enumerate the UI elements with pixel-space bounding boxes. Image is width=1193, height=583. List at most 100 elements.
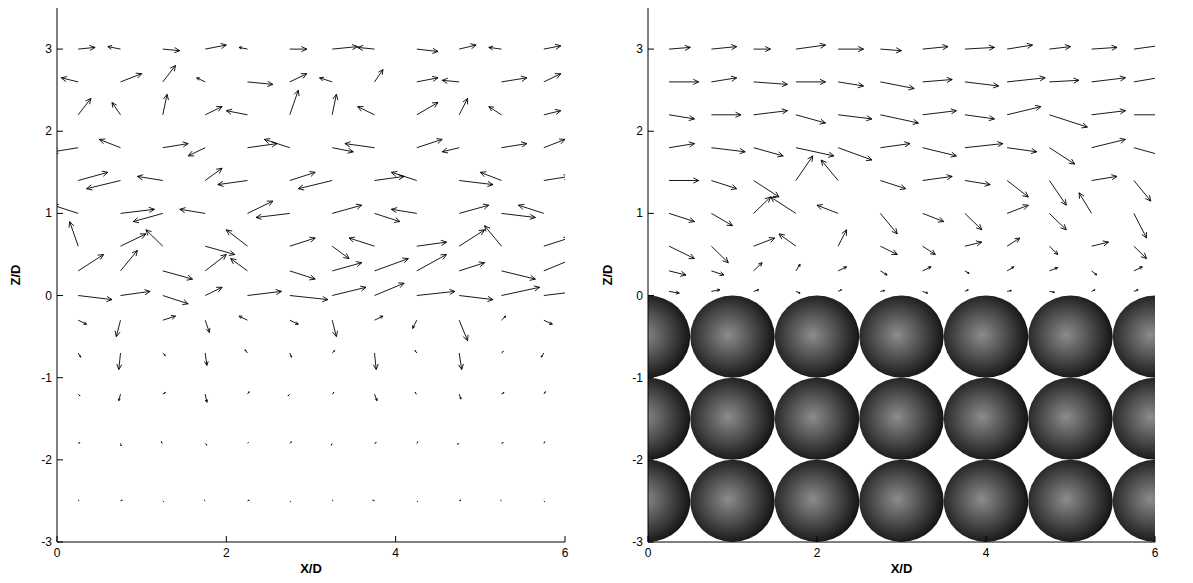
- y-tick-label: -2: [41, 453, 52, 467]
- x-tick: [226, 536, 227, 542]
- vector-arrow: [289, 500, 291, 502]
- vector-arrow: [121, 73, 142, 82]
- vector-arrow: [796, 43, 826, 49]
- y-tick-label: -1: [632, 371, 643, 385]
- vector-arrow: [458, 443, 460, 445]
- vector-arrow: [391, 208, 416, 214]
- y-tick-label: 1: [45, 206, 52, 220]
- y-tick: [648, 295, 654, 296]
- vector-arrow: [248, 81, 273, 86]
- vector-arrow: [133, 213, 163, 222]
- vector-arrow: [163, 94, 169, 115]
- vector-arrow: [838, 290, 841, 292]
- vector-arrow: [1134, 74, 1155, 82]
- vector-arrow: [375, 394, 378, 401]
- vector-arrow: [137, 175, 162, 181]
- vector-arrow: [1134, 112, 1155, 117]
- vector-arrow: [459, 204, 489, 213]
- vector-arrow: [669, 271, 686, 276]
- vector-arrow: [711, 76, 736, 82]
- vector-arrow: [417, 240, 447, 246]
- vector-arrow: [1049, 267, 1057, 271]
- sphere: [775, 296, 860, 378]
- vector-arrow: [459, 98, 467, 114]
- vector-arrow: [332, 204, 362, 213]
- vector-arrow: [358, 45, 375, 50]
- vector-arrow: [544, 258, 565, 271]
- vector-arrow: [290, 47, 307, 52]
- vector-arrow: [1049, 181, 1066, 206]
- vector-arrow: [290, 74, 307, 82]
- x-tick-label: 2: [223, 546, 230, 560]
- vector-arrow: [838, 230, 847, 246]
- vector-arrow: [442, 148, 459, 153]
- vector-arrow: [78, 442, 80, 444]
- vector-arrow: [965, 115, 995, 121]
- vector-arrow: [1049, 291, 1054, 293]
- vector-arrow: [485, 226, 502, 247]
- vector-arrow: [754, 263, 763, 271]
- vector-arrow: [1049, 78, 1079, 83]
- vector-arrow: [711, 45, 736, 50]
- y-tick: [648, 49, 654, 50]
- x-tick: [817, 536, 818, 542]
- y-tick-label: -1: [41, 371, 52, 385]
- y-tick: [57, 49, 63, 50]
- vector-arrow: [248, 142, 278, 148]
- vector-arrow: [163, 48, 180, 53]
- vector-arrow: [413, 320, 417, 328]
- vector-arrow: [544, 44, 561, 49]
- y-tick-label: 3: [45, 42, 52, 56]
- y-tick: [57, 459, 63, 460]
- vector-arrow: [459, 320, 468, 341]
- figure: 0246-3-2-10123X/DZ/D0246-3-2-10123X/DZ/D: [0, 0, 1193, 583]
- sphere: [1028, 460, 1113, 542]
- vector-arrow: [417, 103, 438, 115]
- vector-arrow: [1092, 138, 1126, 148]
- y-tick-label: 1: [636, 206, 643, 220]
- vector-arrow: [188, 148, 205, 156]
- y-tick: [57, 542, 63, 543]
- vector-arrow: [197, 78, 206, 82]
- vector-arrow: [121, 250, 138, 271]
- y-tick: [648, 377, 654, 378]
- vector-arrow: [1134, 246, 1147, 258]
- vector-arrow: [1007, 43, 1032, 49]
- vector-arrow: [754, 197, 771, 213]
- vector-arrow: [290, 90, 299, 115]
- vector-arrow: [1007, 148, 1037, 154]
- vector-arrow: [108, 46, 121, 50]
- sphere: [1113, 296, 1155, 378]
- sphere: [775, 378, 860, 460]
- vector-arrow: [332, 500, 334, 502]
- vector-arrow: [332, 351, 335, 353]
- vector-arrow: [544, 320, 553, 324]
- vector-arrow: [480, 172, 501, 181]
- vector-arrow: [923, 246, 936, 254]
- y-tick: [57, 213, 63, 214]
- vector-arrow: [226, 109, 247, 115]
- vector-arrow: [771, 197, 796, 213]
- vectors: [57, 43, 565, 501]
- vector-arrow: [518, 204, 543, 213]
- vector-arrow: [502, 316, 506, 320]
- vector-arrow: [502, 286, 540, 296]
- y-tick-label: -3: [41, 535, 52, 549]
- vector-arrow: [163, 296, 188, 305]
- vector-arrow: [923, 45, 948, 50]
- vector-arrow: [163, 271, 193, 280]
- vectors: [669, 43, 1155, 294]
- vector-arrow: [205, 394, 208, 402]
- vector-arrow: [245, 350, 248, 353]
- vector-arrow: [711, 213, 732, 225]
- vector-arrow: [821, 160, 838, 181]
- vector-arrow: [205, 287, 222, 295]
- vector-arrow: [415, 351, 417, 353]
- vector-arrow: [121, 443, 122, 446]
- vector-arrow: [923, 175, 953, 181]
- vector-arrow: [332, 262, 362, 271]
- vector-arrow: [1092, 109, 1126, 115]
- vector-arrow: [1134, 213, 1147, 238]
- vector-arrow: [375, 316, 384, 320]
- vector-arrow: [57, 148, 78, 154]
